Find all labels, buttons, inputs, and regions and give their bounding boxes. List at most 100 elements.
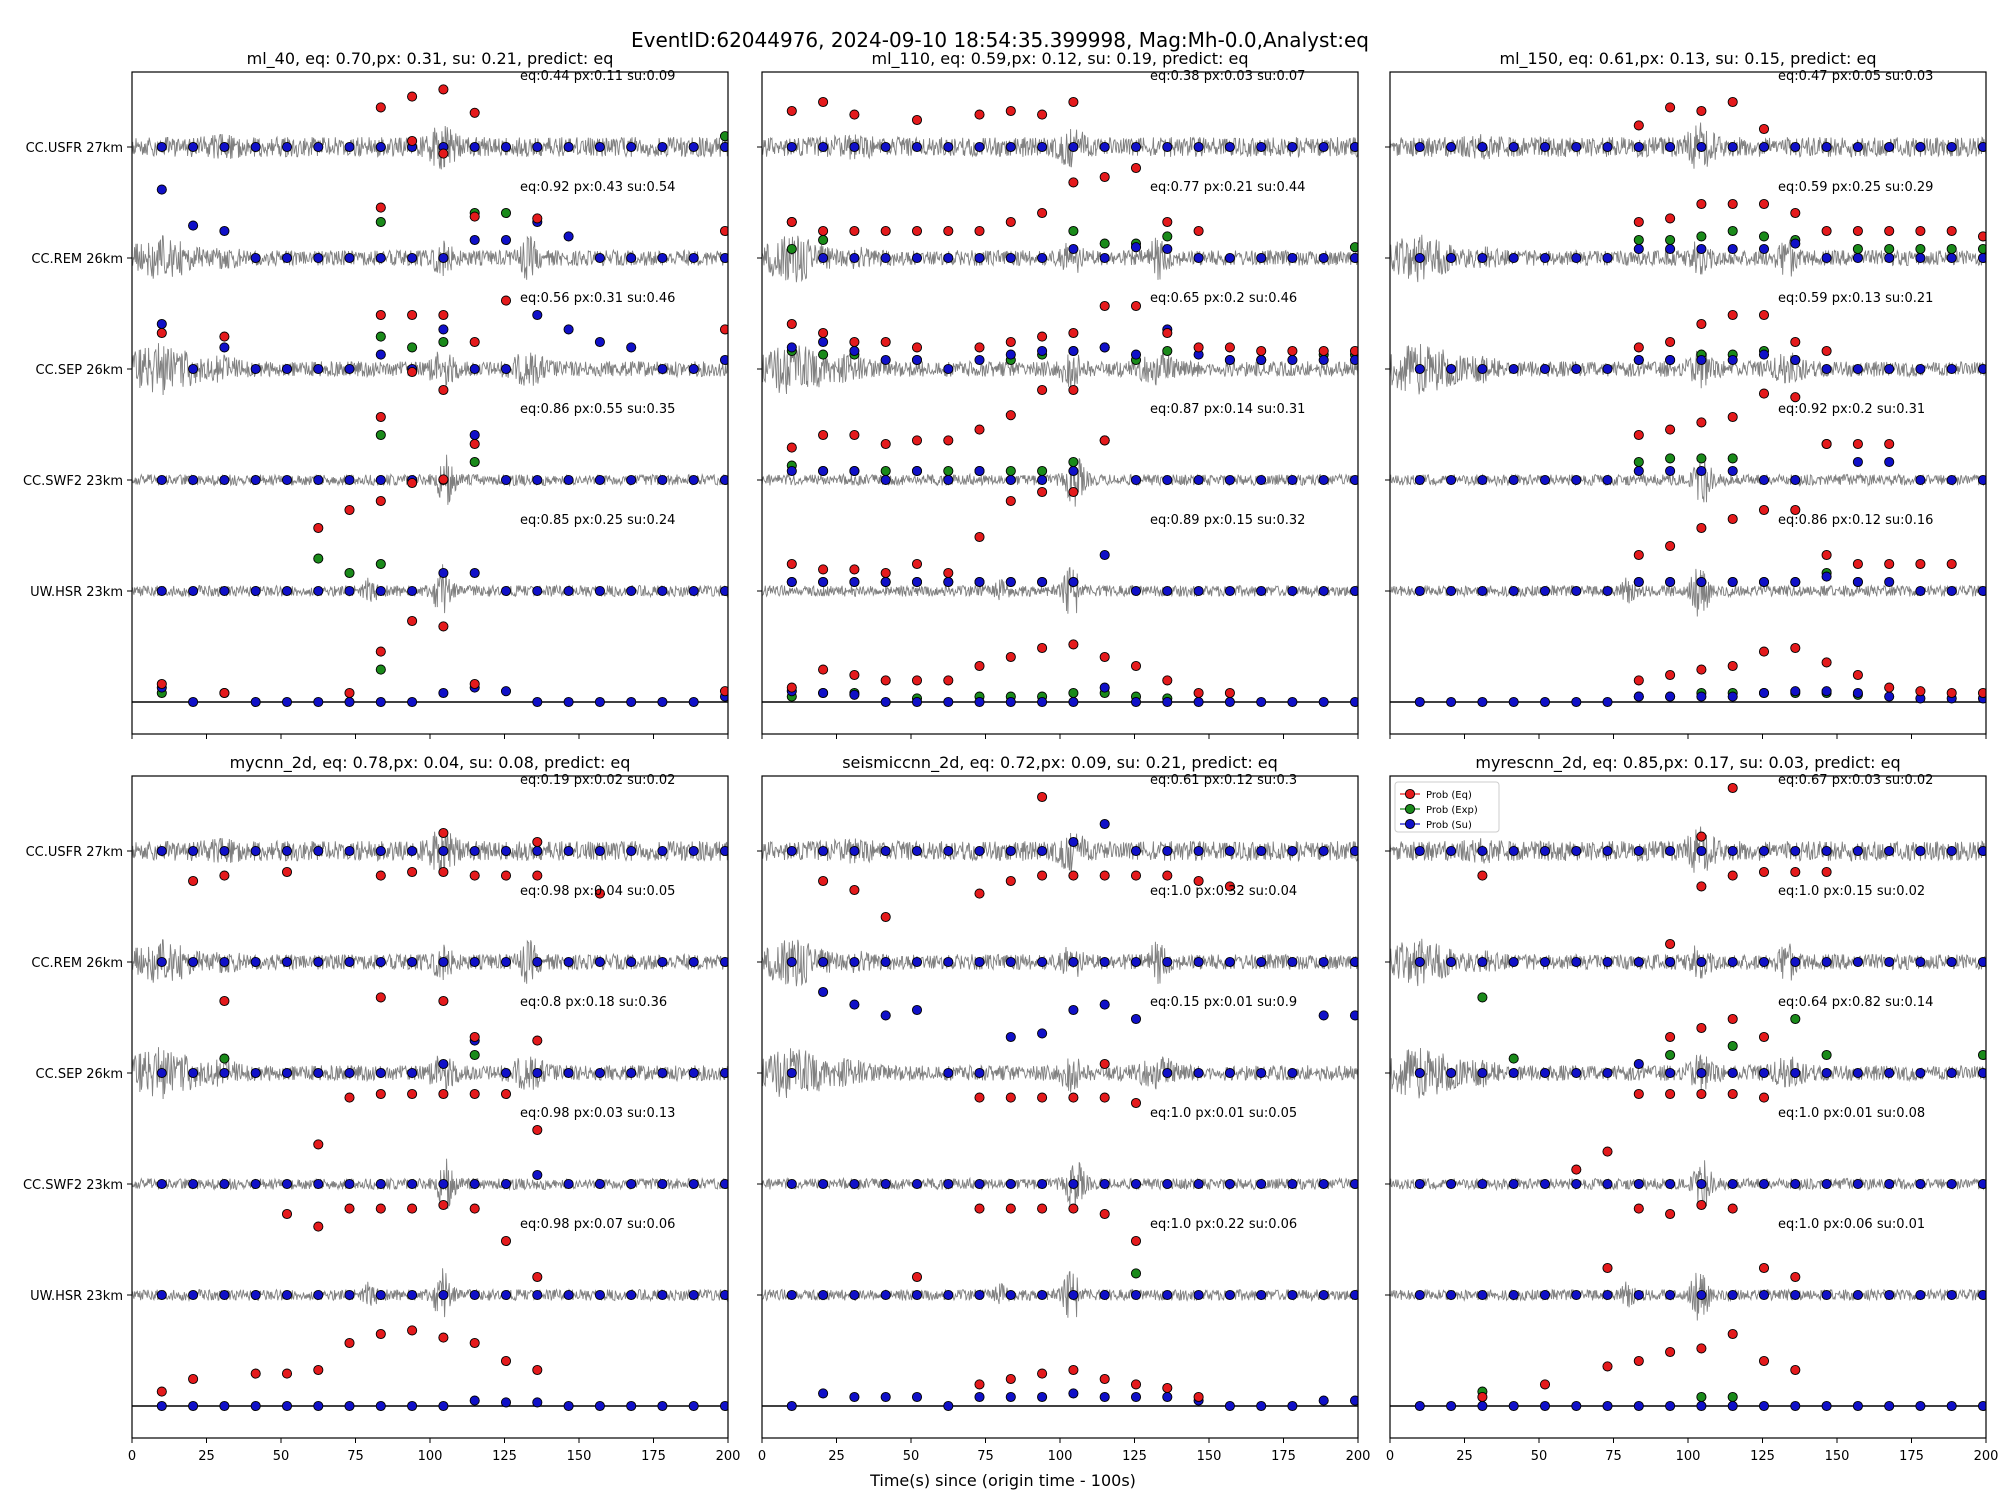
prob-su-marker — [974, 141, 985, 153]
prob-su-marker — [188, 1400, 199, 1412]
prob-su-marker — [1665, 1289, 1676, 1301]
prob-su-marker — [1852, 141, 1863, 153]
prob-su-marker — [719, 1289, 728, 1301]
prob-su-marker — [532, 956, 543, 968]
prob-su-marker — [943, 1067, 954, 1079]
prob-su-marker — [1696, 691, 1707, 702]
prob-su-marker — [1349, 1395, 1358, 1406]
prob-su-marker — [1477, 1178, 1488, 1190]
prob-su-marker — [1915, 1400, 1926, 1412]
prob-su-marker — [1224, 1400, 1235, 1412]
prob-su-marker — [880, 956, 891, 968]
prob-su-marker — [1446, 845, 1457, 857]
subplot-5: seismiccnn_2d, eq: 0.72,px: 0.09, su: 0.… — [757, 753, 1370, 1464]
waveform-trace — [762, 344, 1358, 395]
prob-su-marker — [563, 474, 574, 486]
prob-su-marker — [500, 956, 512, 968]
prob-su-marker — [344, 956, 355, 968]
prob-su-marker — [911, 1178, 923, 1190]
prob-eq-marker — [438, 384, 449, 396]
prob-su-marker — [563, 585, 574, 597]
prob-eq-marker — [849, 564, 860, 575]
prob-eq-marker — [1037, 1368, 1048, 1379]
x-tick-label: 100 — [418, 1449, 443, 1464]
prob-eq-marker — [1287, 345, 1298, 357]
prob-px-marker — [469, 456, 480, 468]
prob-su-marker — [1446, 1400, 1457, 1412]
prob-su-marker — [1539, 956, 1551, 968]
prob-px-marker — [1946, 243, 1957, 255]
prob-su-marker — [313, 1178, 324, 1190]
prob-eq-marker — [375, 102, 386, 113]
prob-eq-marker — [1130, 1235, 1142, 1247]
prob-su-marker — [344, 1400, 355, 1412]
prob-su-marker — [1633, 1289, 1644, 1301]
station-prob-annotation: eq:0.65 px:0.2 su:0.46 — [1150, 291, 1297, 306]
prob-eq-marker — [1005, 1373, 1016, 1385]
prob-su-marker — [1193, 252, 1204, 264]
prob-px-marker — [719, 131, 728, 142]
prob-su-marker — [1884, 456, 1895, 468]
prob-eq-marker — [1005, 410, 1016, 421]
prob-su-marker — [626, 956, 637, 968]
prob-su-marker — [1508, 1400, 1519, 1412]
prob-su-marker — [469, 141, 480, 153]
prob-su-marker — [1790, 474, 1801, 486]
prob-su-marker — [1571, 845, 1582, 857]
prob-px-marker — [1821, 1049, 1832, 1061]
prob-su-marker — [1318, 585, 1329, 597]
prob-su-marker — [1790, 354, 1801, 366]
prob-su-marker — [1758, 845, 1770, 857]
prob-su-marker — [1696, 243, 1707, 255]
prob-eq-marker — [1884, 225, 1895, 237]
prob-su-marker — [532, 1169, 543, 1181]
prob-su-marker — [1508, 1067, 1519, 1079]
prob-su-marker — [1068, 576, 1079, 588]
prob-eq-marker — [344, 1092, 355, 1103]
prob-eq-marker — [469, 870, 480, 881]
prob-su-marker — [1349, 696, 1358, 708]
prob-su-marker — [1633, 354, 1644, 366]
prob-eq-marker — [1758, 1092, 1770, 1103]
prob-su-marker — [1099, 1289, 1110, 1301]
prob-su-marker — [1915, 1178, 1926, 1190]
prob-px-marker — [219, 1053, 230, 1064]
prob-su-marker — [1790, 141, 1801, 153]
prob-eq-marker — [1727, 411, 1738, 423]
x-tick-label: 25 — [1456, 1449, 1473, 1464]
prob-px-marker — [1349, 242, 1358, 253]
prob-su-marker — [880, 1010, 891, 1021]
prob-su-marker — [313, 956, 324, 968]
prob-eq-marker — [943, 435, 954, 446]
prob-su-marker — [281, 141, 293, 153]
prob-px-marker — [375, 429, 386, 441]
station-prob-annotation: eq:1.0 px:0.01 su:0.08 — [1778, 1106, 1925, 1121]
prob-px-marker — [1633, 234, 1644, 246]
prob-eq-marker — [1665, 669, 1676, 681]
prob-su-marker — [1037, 696, 1048, 708]
prob-su-marker — [1005, 252, 1016, 264]
prob-su-marker — [344, 141, 355, 153]
x-tick-label: 100 — [1676, 1449, 1701, 1464]
x-tick-label: 125 — [492, 1449, 517, 1464]
prob-px-marker — [1696, 1391, 1707, 1403]
prob-eq-marker — [1977, 687, 1986, 699]
prob-eq-marker — [1068, 639, 1079, 650]
prob-su-marker — [911, 576, 923, 588]
prob-eq-marker — [156, 678, 167, 690]
prob-su-marker — [1256, 1067, 1267, 1079]
prob-eq-marker — [438, 866, 449, 878]
prob-su-marker — [1727, 576, 1738, 588]
prob-eq-marker — [1727, 513, 1738, 525]
prob-su-marker — [849, 252, 860, 264]
prob-eq-marker — [1162, 216, 1173, 228]
prob-su-marker — [1915, 1289, 1926, 1301]
x-tick-label: 175 — [1271, 1449, 1296, 1464]
prob-su-marker — [500, 474, 512, 486]
prob-eq-marker — [1821, 549, 1832, 561]
prob-su-marker — [469, 567, 480, 579]
prob-eq-marker — [1665, 336, 1676, 348]
prob-su-marker — [1790, 845, 1801, 857]
prob-eq-marker — [1130, 1379, 1142, 1390]
